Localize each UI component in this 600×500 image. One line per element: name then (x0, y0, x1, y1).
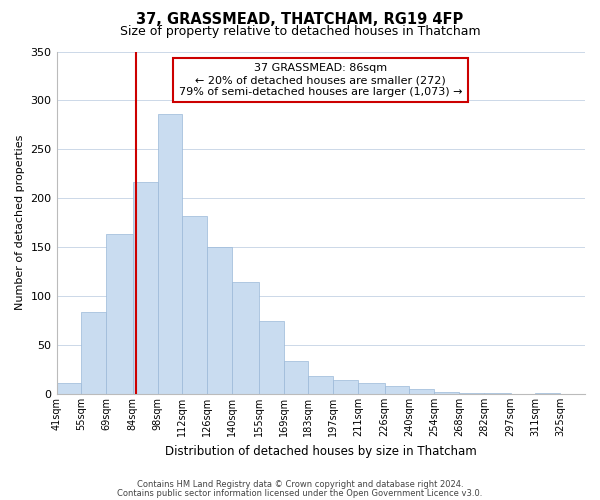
Bar (82, 312, 106, 394)
Bar (133, 182, 158, 394)
Bar (259, 320, 284, 394)
Bar (207, 247, 232, 394)
Text: Size of property relative to detached houses in Thatcham: Size of property relative to detached ho… (119, 25, 481, 38)
Bar (358, 383, 385, 394)
Text: Contains public sector information licensed under the Open Government Licence v3: Contains public sector information licen… (118, 488, 482, 498)
Bar (284, 360, 308, 394)
Bar (535, 393, 560, 394)
Bar (484, 393, 511, 394)
Text: 37 GRASSMEAD: 86sqm
← 20% of detached houses are smaller (272)
79% of semi-detac: 37 GRASSMEAD: 86sqm ← 20% of detached ho… (179, 64, 463, 96)
Bar (106, 234, 133, 394)
Y-axis label: Number of detached properties: Number of detached properties (15, 135, 25, 310)
X-axis label: Distribution of detached houses by size in Thatcham: Distribution of detached houses by size … (165, 444, 476, 458)
Bar (385, 386, 409, 394)
Bar (56, 383, 82, 394)
Text: 37, GRASSMEAD, THATCHAM, RG19 4FP: 37, GRASSMEAD, THATCHAM, RG19 4FP (136, 12, 464, 28)
Bar (434, 392, 459, 394)
Bar (308, 376, 333, 394)
Bar (409, 389, 434, 394)
Bar (459, 393, 484, 394)
Text: Contains HM Land Registry data © Crown copyright and database right 2024.: Contains HM Land Registry data © Crown c… (137, 480, 463, 489)
Bar (182, 216, 207, 394)
Bar (158, 114, 182, 394)
Bar (232, 282, 259, 394)
Bar (333, 380, 358, 394)
